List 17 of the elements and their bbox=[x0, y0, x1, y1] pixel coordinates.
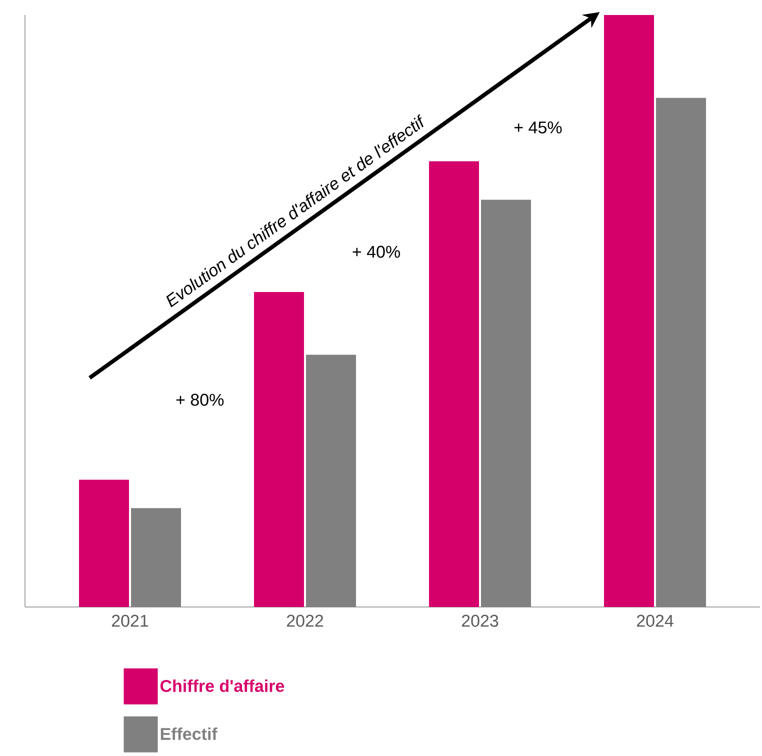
bar bbox=[429, 161, 480, 608]
x-tick-label: 2022 bbox=[286, 614, 324, 627]
x-tick-label: 2024 bbox=[636, 614, 674, 627]
bar bbox=[481, 200, 532, 608]
bar bbox=[604, 14, 654, 608]
legend-label: Effectif bbox=[160, 728, 218, 740]
bar bbox=[131, 508, 182, 608]
bar bbox=[79, 480, 130, 608]
legend-label: Chiffre d'affaire bbox=[160, 680, 284, 692]
bar bbox=[306, 354, 356, 608]
bar bbox=[254, 292, 304, 608]
annotation: + 80% bbox=[176, 394, 224, 406]
bar bbox=[656, 98, 706, 608]
annotation: + 45% bbox=[514, 122, 562, 134]
annotation: + 40% bbox=[352, 246, 400, 258]
x-tick-label: 2021 bbox=[112, 614, 148, 627]
x-tick-label: 2023 bbox=[462, 614, 498, 627]
